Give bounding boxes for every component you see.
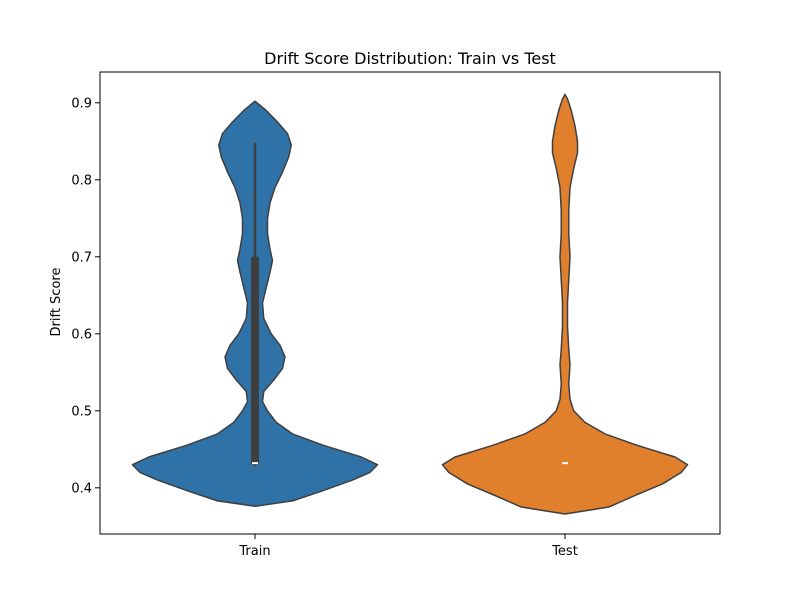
violins-group bbox=[131, 93, 689, 515]
x-axis-ticks: Train Test bbox=[238, 534, 578, 559]
x-tick-label: Test bbox=[551, 544, 578, 559]
y-tick-label: 0.6 bbox=[71, 327, 92, 342]
plot-frame bbox=[99, 71, 721, 535]
chart-title: Drift Score Distribution: Train vs Test bbox=[264, 49, 556, 68]
y-tick-label: 0.8 bbox=[71, 173, 92, 188]
y-tick-label: 0.5 bbox=[71, 404, 92, 419]
y-axis-label: Drift Score bbox=[49, 268, 64, 337]
iqr-box-train bbox=[251, 256, 259, 465]
y-axis-ticks: 0.4 0.5 0.6 0.7 0.8 0.9 bbox=[71, 96, 100, 496]
x-tick-label: Train bbox=[238, 544, 270, 559]
y-tick-label: 0.4 bbox=[71, 481, 92, 496]
y-tick-label: 0.7 bbox=[71, 250, 92, 265]
y-tick-label: 0.9 bbox=[71, 96, 92, 111]
violin-test bbox=[441, 93, 689, 515]
